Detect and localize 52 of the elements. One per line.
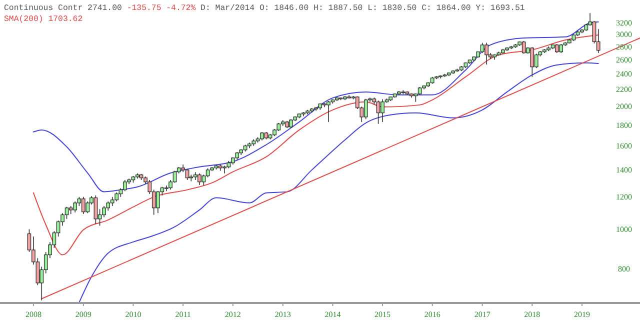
y-tick-label: 800 (618, 264, 630, 274)
x-tick-label: 2009 (75, 310, 92, 319)
x-tick-label: 2017 (474, 310, 490, 319)
annotation: -135.75 -4.72% (122, 4, 196, 13)
candlestick (522, 40, 526, 54)
y-tick-label: 1400 (616, 165, 632, 174)
line-series (78, 62, 599, 303)
candlestick (206, 168, 210, 178)
x-tick-label: 2015 (374, 310, 391, 319)
candlestick (110, 196, 114, 206)
candlestick (401, 90, 406, 95)
candlestick (64, 206, 69, 220)
candlestick (123, 180, 127, 192)
y-tick-label: 3000 (616, 30, 632, 40)
candlestick (198, 173, 202, 186)
candlestick (222, 165, 226, 174)
candlestick (530, 46, 534, 78)
text: SMA(200) 1703.62 (4, 15, 83, 24)
y-tick-label: 1000 (616, 225, 632, 234)
candlestick (380, 98, 384, 122)
x-tick-label: 2011 (175, 310, 191, 319)
x-tick-label: 2013 (274, 310, 291, 319)
x-tick-label: 2019 (574, 310, 590, 319)
annotation: D: Mar/2014 O: 1846.00 H: 1887.50 L: 1830.50 C: 1864.00 Y: 1693.51 (196, 4, 525, 13)
x-tick-label: 2012 (224, 310, 241, 319)
candlestick (102, 206, 106, 218)
candlestick (484, 42, 488, 65)
y-tick-label: 1600 (616, 142, 632, 151)
candlestick (82, 196, 86, 214)
x-tick-label: 2016 (424, 310, 440, 319)
line-series (32, 34, 599, 256)
y-tick-label: 3200 (616, 18, 632, 28)
y-tick-label: 2200 (616, 85, 632, 94)
x-tick-label: 2008 (25, 310, 42, 319)
candlestick (376, 100, 380, 124)
candlestick (185, 169, 190, 180)
y-tick-label: 2400 (616, 70, 632, 79)
y-tick-label: 1200 (616, 192, 632, 202)
candlestick (326, 100, 330, 122)
x-tick-label: 2018 (524, 310, 540, 319)
x-tick-label: 2014 (324, 310, 341, 319)
x-tick-label: 2010 (125, 310, 142, 319)
y-tick-label: 1800 (616, 120, 632, 130)
candlestick (156, 190, 160, 214)
candlestick (480, 42, 484, 54)
y-tick-label: 2000 (616, 102, 632, 112)
y-tick-label: 2800 (616, 42, 632, 52)
text: Continuous Contr 2741.00 (4, 4, 122, 13)
y-tick-label: 2600 (616, 56, 632, 65)
candlestick (364, 98, 368, 120)
candlestick (94, 195, 98, 224)
candlestick (73, 201, 77, 213)
